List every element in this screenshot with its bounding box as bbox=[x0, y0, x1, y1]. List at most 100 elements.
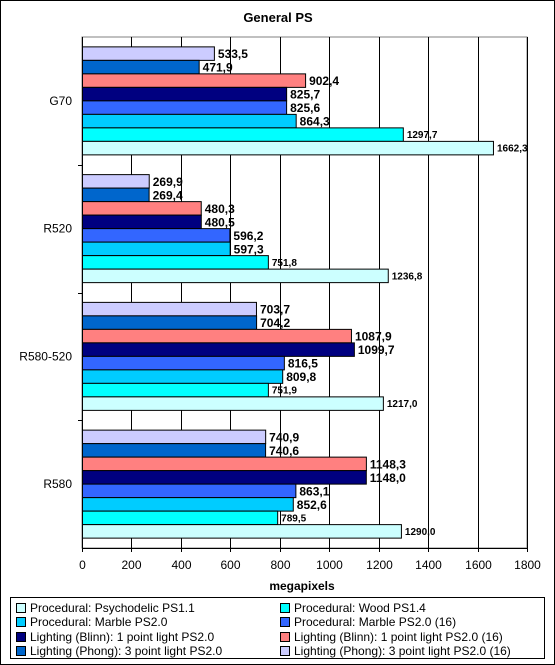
legend-swatch bbox=[16, 646, 26, 656]
bar bbox=[82, 429, 267, 445]
legend-label: Procedural: Psychodelic PS1.1 bbox=[30, 600, 195, 615]
bar bbox=[82, 127, 404, 142]
bar bbox=[82, 355, 285, 371]
bar bbox=[82, 100, 288, 115]
x-tick-label: 600 bbox=[220, 558, 240, 572]
bar bbox=[82, 301, 257, 317]
data-label: 751,9 bbox=[272, 386, 297, 397]
data-label: 480,5 bbox=[205, 215, 235, 229]
chart-title: General PS bbox=[243, 10, 313, 25]
data-label: 596,2 bbox=[233, 229, 263, 243]
x-axis-label: megapixels bbox=[269, 579, 335, 593]
legend-item: Lighting (Blinn): 1 point light PS2.0 (1… bbox=[280, 629, 503, 644]
data-label: 269,9 bbox=[153, 175, 183, 189]
data-label: 1290,0 bbox=[405, 527, 436, 538]
legend-swatch bbox=[16, 617, 26, 627]
data-label: 1099,7 bbox=[358, 343, 395, 357]
data-label: 597,3 bbox=[234, 242, 264, 256]
x-tick-label: 800 bbox=[270, 558, 290, 572]
legend-item: Procedural: Marble PS2.0 bbox=[16, 615, 167, 630]
bar bbox=[82, 483, 297, 499]
bar bbox=[82, 443, 267, 458]
x-tick-label: 1600 bbox=[465, 558, 492, 572]
data-label: 863,1 bbox=[299, 484, 329, 498]
bar bbox=[82, 255, 269, 270]
x-tick-label: 200 bbox=[121, 558, 141, 572]
legend-label: Lighting (Phong): 3 point light PS2.0 bbox=[30, 644, 223, 658]
bar bbox=[82, 497, 294, 512]
legend-item: Procedural: Psychodelic PS1.1 bbox=[16, 600, 195, 615]
bar bbox=[82, 315, 258, 330]
legend-swatch bbox=[280, 602, 290, 613]
data-label: 740,9 bbox=[269, 430, 299, 444]
bar bbox=[82, 113, 297, 129]
data-label: 703,7 bbox=[260, 303, 290, 317]
legend: Procedural: Psychodelic PS1.1 Procedural:… bbox=[10, 597, 545, 659]
data-label: 809,8 bbox=[286, 370, 316, 384]
bar bbox=[82, 268, 389, 284]
legend-label: Procedural: Wood PS1.4 bbox=[294, 600, 426, 615]
data-label: 852,6 bbox=[297, 498, 327, 512]
category-label: R580-520 bbox=[19, 349, 72, 363]
x-tick-label: 0 bbox=[79, 558, 86, 572]
legend-label: Lighting (Blinn): 1 point light PS2.0 bbox=[30, 629, 215, 644]
bar bbox=[82, 59, 200, 75]
data-label: 1236,8 bbox=[392, 271, 423, 282]
data-label: 1087,9 bbox=[355, 330, 392, 344]
data-label: 269,4 bbox=[153, 188, 183, 202]
bar bbox=[82, 46, 215, 61]
bar bbox=[82, 470, 367, 485]
data-label: 864,3 bbox=[300, 115, 330, 129]
data-label: 902,4 bbox=[309, 74, 339, 88]
legend-item: Procedural: Wood PS1.4 bbox=[280, 600, 426, 615]
bar bbox=[82, 328, 352, 344]
data-label: 740,6 bbox=[269, 444, 299, 458]
legend-item: Procedural: Marble PS2.0 (16) bbox=[280, 615, 456, 630]
data-label: 1217,0 bbox=[387, 399, 418, 410]
bar bbox=[82, 524, 402, 539]
legend-label: Procedural: Marble PS2.0 bbox=[30, 615, 168, 629]
bar bbox=[82, 187, 150, 203]
bar bbox=[82, 86, 288, 102]
bar bbox=[82, 241, 231, 257]
x-tick-label: 1400 bbox=[415, 558, 442, 572]
legend-label: Procedural: Marble PS2.0 (16) bbox=[294, 615, 457, 629]
legend-swatch bbox=[280, 617, 290, 627]
bar bbox=[82, 140, 494, 156]
legend-swatch bbox=[280, 646, 290, 656]
bar bbox=[82, 228, 231, 243]
data-label: 751,8 bbox=[272, 258, 297, 269]
data-label: 533,5 bbox=[218, 47, 248, 61]
bar bbox=[82, 73, 307, 88]
data-label: 825,7 bbox=[290, 88, 320, 102]
data-label: 816,5 bbox=[288, 357, 318, 371]
legend-swatch bbox=[16, 602, 26, 613]
data-label: 471,9 bbox=[203, 61, 233, 75]
bar bbox=[82, 396, 384, 411]
category-label: R580 bbox=[43, 477, 72, 491]
bar bbox=[82, 174, 150, 189]
legend-item: Lighting (Phong): 3 point light PS2.0 (1… bbox=[280, 644, 511, 659]
data-label: 789,5 bbox=[281, 513, 306, 524]
legend-label: Lighting (Phong): 3 point light PS2.0 (1… bbox=[294, 644, 511, 658]
legend-item: Lighting (Blinn): 1 point light PS2.0 bbox=[16, 629, 214, 644]
bar bbox=[82, 201, 202, 216]
bar bbox=[82, 342, 355, 357]
category-label: R520 bbox=[43, 222, 72, 236]
x-tick-label: 1000 bbox=[316, 558, 343, 572]
category-label: G70 bbox=[49, 94, 72, 108]
bar bbox=[82, 214, 202, 230]
data-label: 1297,7 bbox=[407, 130, 438, 141]
data-label: 1662,3 bbox=[497, 144, 528, 155]
bar bbox=[82, 382, 269, 398]
legend-label: Lighting (Blinn): 1 point light PS2.0 (1… bbox=[294, 629, 503, 644]
bar bbox=[82, 510, 279, 526]
bar bbox=[82, 369, 284, 384]
x-tick-label: 400 bbox=[171, 558, 191, 572]
x-tick-label: 1200 bbox=[366, 558, 393, 572]
legend-swatch bbox=[280, 631, 290, 642]
data-label: 704,2 bbox=[260, 316, 290, 330]
data-label: 825,6 bbox=[290, 101, 320, 115]
